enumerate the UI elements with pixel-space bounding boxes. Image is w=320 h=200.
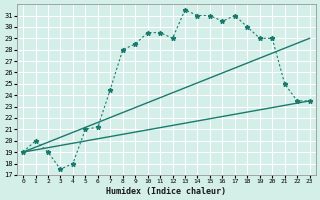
X-axis label: Humidex (Indice chaleur): Humidex (Indice chaleur) (106, 187, 226, 196)
